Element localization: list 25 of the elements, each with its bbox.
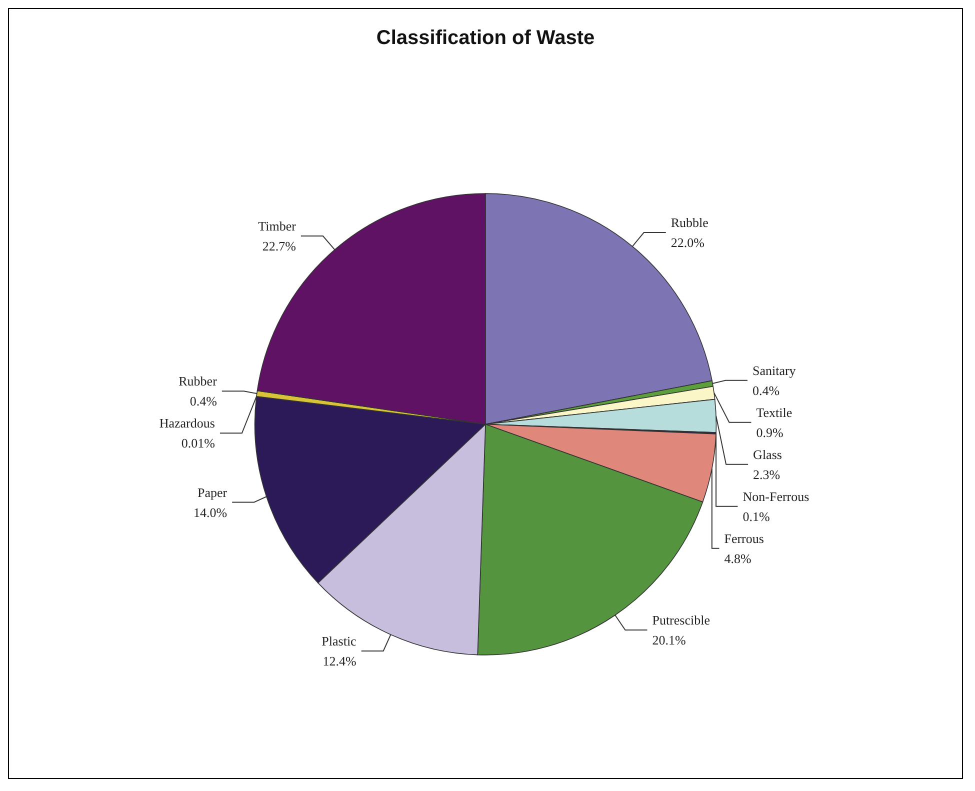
data-label: 14.0%	[193, 504, 228, 520]
slice-label: Ferrous	[724, 530, 764, 546]
data-label: 0.9%	[756, 424, 784, 440]
slice-label: Timber	[258, 218, 297, 234]
slice-label: Rubber	[178, 374, 218, 389]
data-label: 22.7%	[262, 238, 296, 254]
data-label: 0.4%	[752, 382, 780, 398]
data-label: 0.01%	[181, 436, 216, 451]
data-label: 20.1%	[652, 632, 686, 648]
slice-label: Non-Ferrous	[742, 488, 810, 504]
slice-label: Rubble	[670, 215, 709, 230]
slice-label: Plastic	[322, 634, 357, 649]
slice-label: Textile	[756, 404, 792, 420]
slice-label: Paper	[197, 484, 228, 500]
data-label: 4.8%	[724, 550, 752, 566]
chart-title: Classification of Waste	[376, 27, 595, 49]
data-label: 22.0%	[670, 235, 705, 250]
data-label: 12.4%	[322, 654, 356, 669]
data-label: 0.4%	[190, 394, 218, 409]
slice-label: Glass	[753, 446, 782, 462]
slice-label: Putrescible	[652, 612, 710, 628]
data-label: 0.1%	[742, 508, 770, 524]
slice-label: Sanitary	[752, 362, 796, 378]
slice-label: Hazardous	[159, 416, 215, 431]
data-label: 2.3%	[753, 466, 780, 482]
